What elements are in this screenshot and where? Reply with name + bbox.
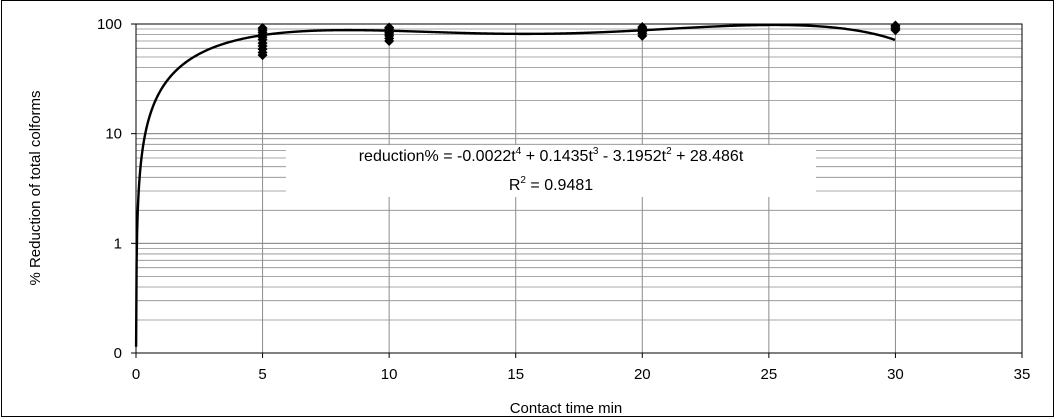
equation-text: reduction% = -0.0022t4 + 0.1435t3 - 3.19…: [359, 146, 744, 165]
r-squared-exponent: 2: [520, 175, 526, 186]
equation-exponent-2: 2: [666, 146, 672, 157]
equation-background: [286, 145, 816, 197]
x-tick-label: 15: [507, 366, 524, 383]
equation-label: reduction% = -0.0022t4 + 0.1435t3 - 3.19…: [286, 145, 816, 197]
plot-area-border: [135, 23, 1023, 354]
equation-exponent-3: 3: [593, 146, 599, 157]
x-tick-label: 25: [761, 366, 778, 383]
y-tick-label: 1: [114, 235, 122, 252]
equation-term-2: + 0.1435t: [521, 148, 593, 165]
r-squared-value: = 0.9481: [526, 177, 593, 194]
x-tick-label: 20: [634, 366, 651, 383]
x-tick-label: 0: [132, 366, 140, 383]
x-axis-ticks: 0 5 10 15 20 25 30 35: [132, 353, 1031, 383]
r-squared-prefix: R: [509, 177, 521, 194]
equation-prefix: reduction% = -0.0022t: [359, 148, 517, 165]
y-axis-ticks: 0 1 10 100: [97, 16, 136, 362]
x-tick-label: 10: [381, 366, 398, 383]
y-tick-label: 10: [105, 126, 122, 143]
equation-exponent-4: 4: [516, 146, 522, 157]
y-axis-label: % Reduction of total colforms: [27, 90, 44, 285]
x-tick-label: 5: [258, 366, 266, 383]
data-point: [384, 35, 395, 46]
r-squared-text: R2 = 0.9481: [509, 175, 593, 194]
x-axis-label: Contact time min: [510, 400, 623, 417]
data-point: [890, 25, 901, 36]
y-tick-label: 0: [114, 345, 122, 362]
data-points: [257, 20, 901, 61]
x-tick-label: 35: [1014, 366, 1031, 383]
data-point: [637, 30, 648, 41]
data-point: [257, 50, 268, 61]
equation-term-3: - 3.1952t: [598, 148, 666, 165]
x-tick-label: 30: [887, 366, 904, 383]
equation-term-4: + 28.486t: [672, 148, 744, 165]
y-tick-label: 100: [97, 16, 122, 33]
